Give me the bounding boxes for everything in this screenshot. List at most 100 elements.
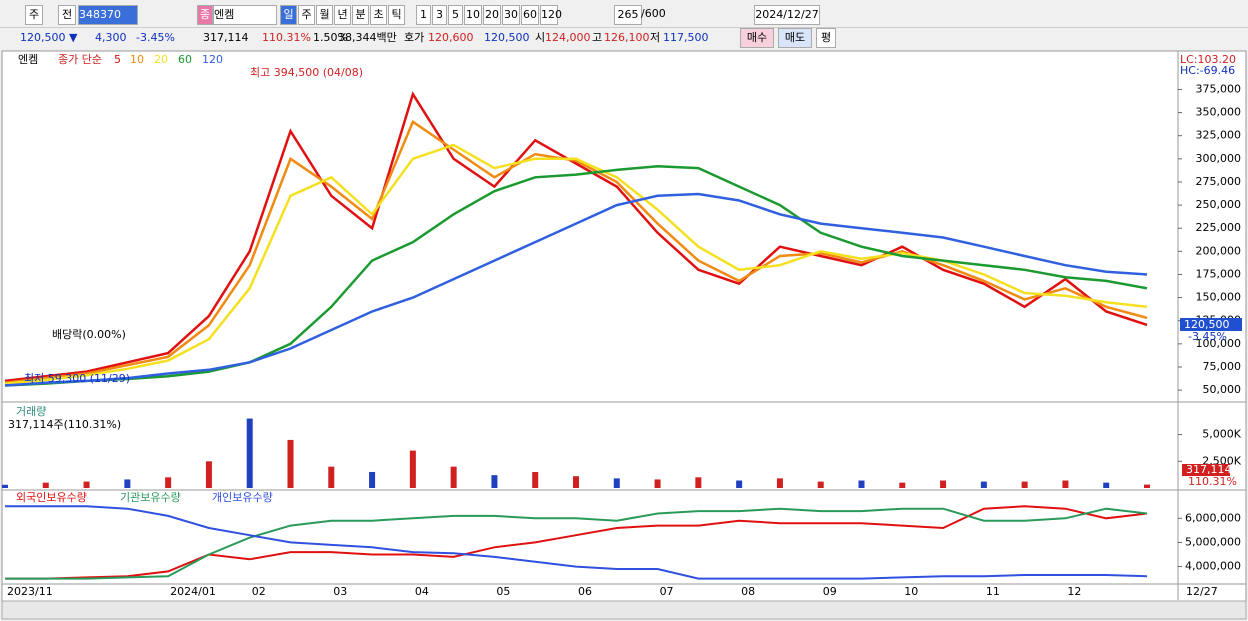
amount: 38,344백만 [338,31,397,44]
volume-bar [1062,480,1069,488]
toolbar-button[interactable]: 1 [416,5,431,25]
y-tick-label: 275,000 [1196,175,1242,188]
chart-frame [1,50,1247,604]
volume-bar [287,439,294,488]
x-tick-label: 05 [496,585,510,598]
y-tick-label: 350,000 [1196,106,1242,119]
count-max: /600 [641,7,666,20]
rate: -3.45% [136,31,175,44]
last-volume-box [1182,464,1230,476]
toolbar-button[interactable]: 주 [298,5,315,25]
lc-label: LC:103.20 [1180,53,1236,66]
dividend-note: 배당락(0.00%) [52,328,126,341]
high: 126,100 [604,31,650,44]
volume-bar [2,484,8,488]
y-tick-label: 250,000 [1196,198,1242,211]
y-tick-label: 225,000 [1196,221,1242,234]
toolbar-button[interactable]: 틱 [388,5,405,25]
toolbar-button[interactable]: 20 [483,5,501,25]
high-label: 고 [592,31,603,44]
series-line [4,192,1148,387]
toolbar-button[interactable]: 120 [540,5,562,25]
y-tick-label: 6,000,000 [1185,511,1241,524]
count[interactable]: 265 [614,5,642,25]
quote-label: 호가 [404,31,425,44]
volume-bar [980,481,987,488]
hc-label: HC:-69.46 [1180,64,1235,77]
panel-subtitle: 317,114주(110.31%) [8,418,121,431]
toolbar-button[interactable]: 60 [521,5,539,25]
last-rate: -3.45% [1188,330,1227,343]
scrollbar[interactable] [1,600,1247,620]
chart-title: 엔켐 [18,53,38,66]
volume-bar [858,480,865,488]
y-tick-label: 375,000 [1196,82,1242,95]
series-line [4,119,1148,384]
volume-bar [817,481,824,488]
y-tick-label: 4,000,000 [1185,560,1241,573]
y-tick-label: 200,000 [1196,244,1242,257]
series-line [4,143,1148,385]
volume-bar [1144,484,1150,488]
volume-bar [83,481,90,488]
series-line [5,505,1148,580]
x-tick-label: 06 [578,585,592,598]
legend-entry: 60 [178,53,192,66]
volume-bar [1103,482,1110,488]
info-bar [0,27,1248,49]
low: 117,500 [663,31,709,44]
ask: 120,600 [428,31,474,44]
x-tick-label: 10 [904,585,918,598]
volume-bar [491,475,498,488]
tag: 종 [197,5,213,25]
last-price: 120,500 [1184,318,1230,331]
bid: 120,500 [484,31,530,44]
x-tick-label: 08 [741,585,755,598]
toolbar-button[interactable]: 분 [352,5,369,25]
buy-button[interactable]: 매수 [740,28,774,48]
name-input[interactable]: 엔켐 [213,5,277,25]
turnover: 1.50% [313,31,348,44]
toolbar-button[interactable]: 월 [316,5,333,25]
date[interactable]: 2024/12/27 [754,5,820,25]
view[interactable]: 전 [58,5,76,25]
volume-bar [450,466,457,488]
toolbar-button[interactable]: 초 [370,5,387,25]
x-tick-label: 02 [252,585,266,598]
series-line [4,164,1148,387]
last-price-box [1180,318,1242,331]
x-tick-label: 11 [986,585,1000,598]
x-tick-label: 12 [1067,585,1081,598]
avg-button[interactable]: 평 [816,28,836,48]
volume-rate: 110.31% [262,31,311,44]
series-line [5,507,1148,580]
period[interactable]: 주 [25,5,43,25]
toolbar-button[interactable]: 30 [502,5,520,25]
volume-bar [899,482,906,488]
code-input[interactable]: 348370 [78,5,138,25]
last-volume-rate: 110.31% [1188,475,1237,488]
sell-button[interactable]: 매도 [778,28,812,48]
y-tick-label: 50,000 [1203,383,1242,396]
volume-bar [1021,481,1028,488]
change: 4,300 [95,31,127,44]
toolbar-button[interactable]: 년 [334,5,351,25]
y-tick-label: 300,000 [1196,152,1242,165]
low-note: 최저 59,300 (11/29) [24,372,130,385]
toolbar-button[interactable]: 5 [448,5,463,25]
y-tick-label: 100,000 [1196,337,1242,350]
volume-bar [532,471,539,488]
x-tick-label: 04 [415,585,429,598]
y-tick-label: 150,000 [1196,291,1242,304]
volume-bar [776,478,783,488]
legend-entry: 외국인보유수량 [16,491,87,504]
volume-bar [654,479,661,488]
volume-bar [409,450,416,488]
toolbar-button[interactable]: 3 [432,5,447,25]
series-line [4,91,1148,383]
toolbar-button[interactable]: 일 [280,5,297,25]
toolbar-button[interactable]: 10 [464,5,482,25]
y-tick-label: 75,000 [1203,360,1242,373]
volume: 317,114 [203,31,249,44]
